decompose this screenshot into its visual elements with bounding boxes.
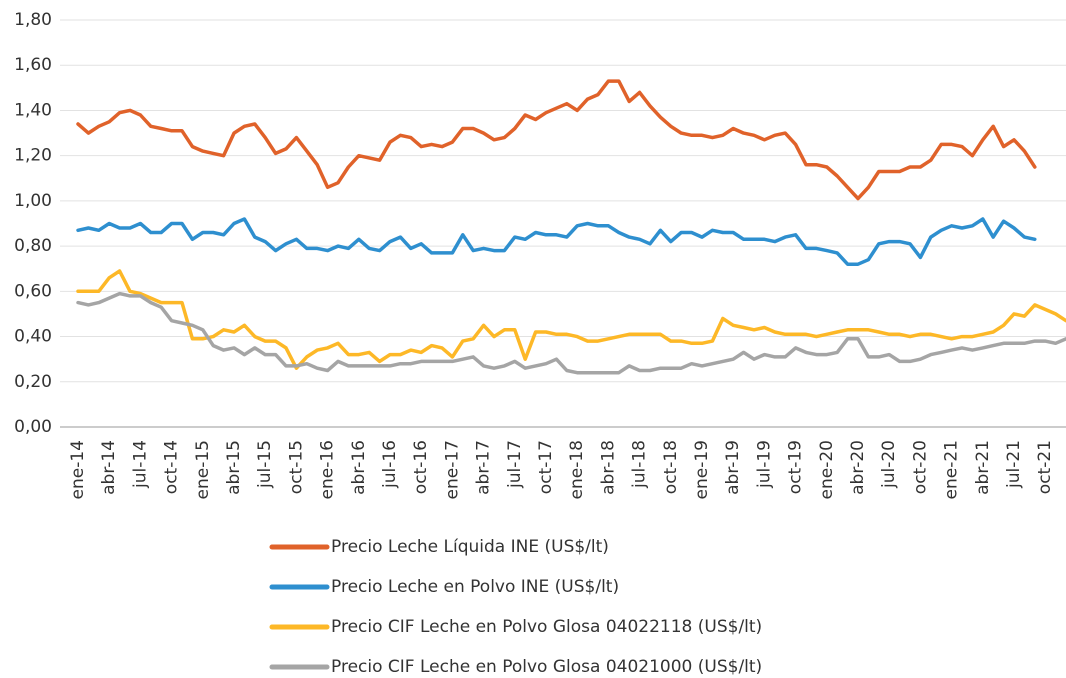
- x-tick-label: jul-21: [1004, 440, 1024, 489]
- y-tick-label: 1,60: [14, 55, 52, 75]
- x-tick-label: jul-14: [130, 440, 150, 489]
- x-tick-label: ene-16: [318, 440, 338, 499]
- y-tick-label: 0,00: [14, 417, 52, 437]
- legend-label: Precio Leche Líquida INE (US$/lt): [331, 537, 609, 557]
- y-tick-label: 1,40: [14, 100, 52, 120]
- x-tick-label: oct-17: [536, 440, 556, 494]
- x-tick-label: abr-14: [99, 440, 119, 495]
- y-tick-label: 0,40: [14, 327, 52, 347]
- x-tick-label: ene-15: [193, 440, 213, 499]
- y-tick-label: 0,60: [14, 281, 52, 301]
- x-tick-label: ene-14: [68, 440, 88, 499]
- legend-label: Precio CIF Leche en Polvo Glosa 04021000…: [331, 657, 762, 677]
- y-tick-label: 1,20: [14, 146, 52, 166]
- x-tick-label: abr-20: [848, 440, 868, 495]
- x-tick-label: oct-19: [786, 440, 806, 494]
- x-tick-label: jul-20: [879, 440, 899, 489]
- series-line: [76, 217, 1037, 266]
- legend-label: Precio CIF Leche en Polvo Glosa 04022118…: [331, 617, 762, 637]
- x-tick-label: abr-19: [723, 440, 743, 495]
- x-tick-label: jul-19: [754, 440, 774, 489]
- series-line: [76, 291, 1066, 375]
- x-tick-label: oct-15: [286, 440, 306, 494]
- x-tick-label: abr-16: [349, 440, 369, 495]
- y-tick-label: 0,80: [14, 236, 52, 256]
- x-tick-label: oct-18: [661, 440, 681, 494]
- x-tick-label: abr-18: [598, 440, 618, 495]
- x-tick-label: ene-18: [567, 440, 587, 499]
- series-line: [76, 269, 1066, 370]
- x-tick-label: oct-14: [162, 440, 182, 494]
- y-tick-label: 0,20: [14, 372, 52, 392]
- x-tick-label: ene-17: [442, 440, 462, 499]
- x-tick-label: oct-20: [910, 440, 930, 494]
- x-tick-label: abr-17: [474, 440, 494, 495]
- series-line: [76, 79, 1037, 201]
- x-tick-label: jul-18: [630, 440, 650, 489]
- x-tick-label: oct-21: [1035, 440, 1055, 494]
- x-tick-label: ene-19: [692, 440, 712, 499]
- legend-label: Precio Leche en Polvo INE (US$/lt): [331, 577, 619, 597]
- x-tick-label: ene-20: [817, 440, 837, 499]
- x-tick-label: oct-16: [411, 440, 431, 494]
- x-tick-label: abr-21: [973, 440, 993, 495]
- x-tick-label: jul-16: [380, 440, 400, 489]
- y-tick-label: 1,00: [14, 191, 52, 211]
- y-tick-label: 1,80: [14, 10, 52, 30]
- x-tick-label: jul-17: [505, 440, 525, 489]
- x-tick-label: jul-15: [255, 440, 275, 489]
- x-tick-label: abr-15: [224, 440, 244, 495]
- x-tick-label: ene-21: [942, 440, 962, 499]
